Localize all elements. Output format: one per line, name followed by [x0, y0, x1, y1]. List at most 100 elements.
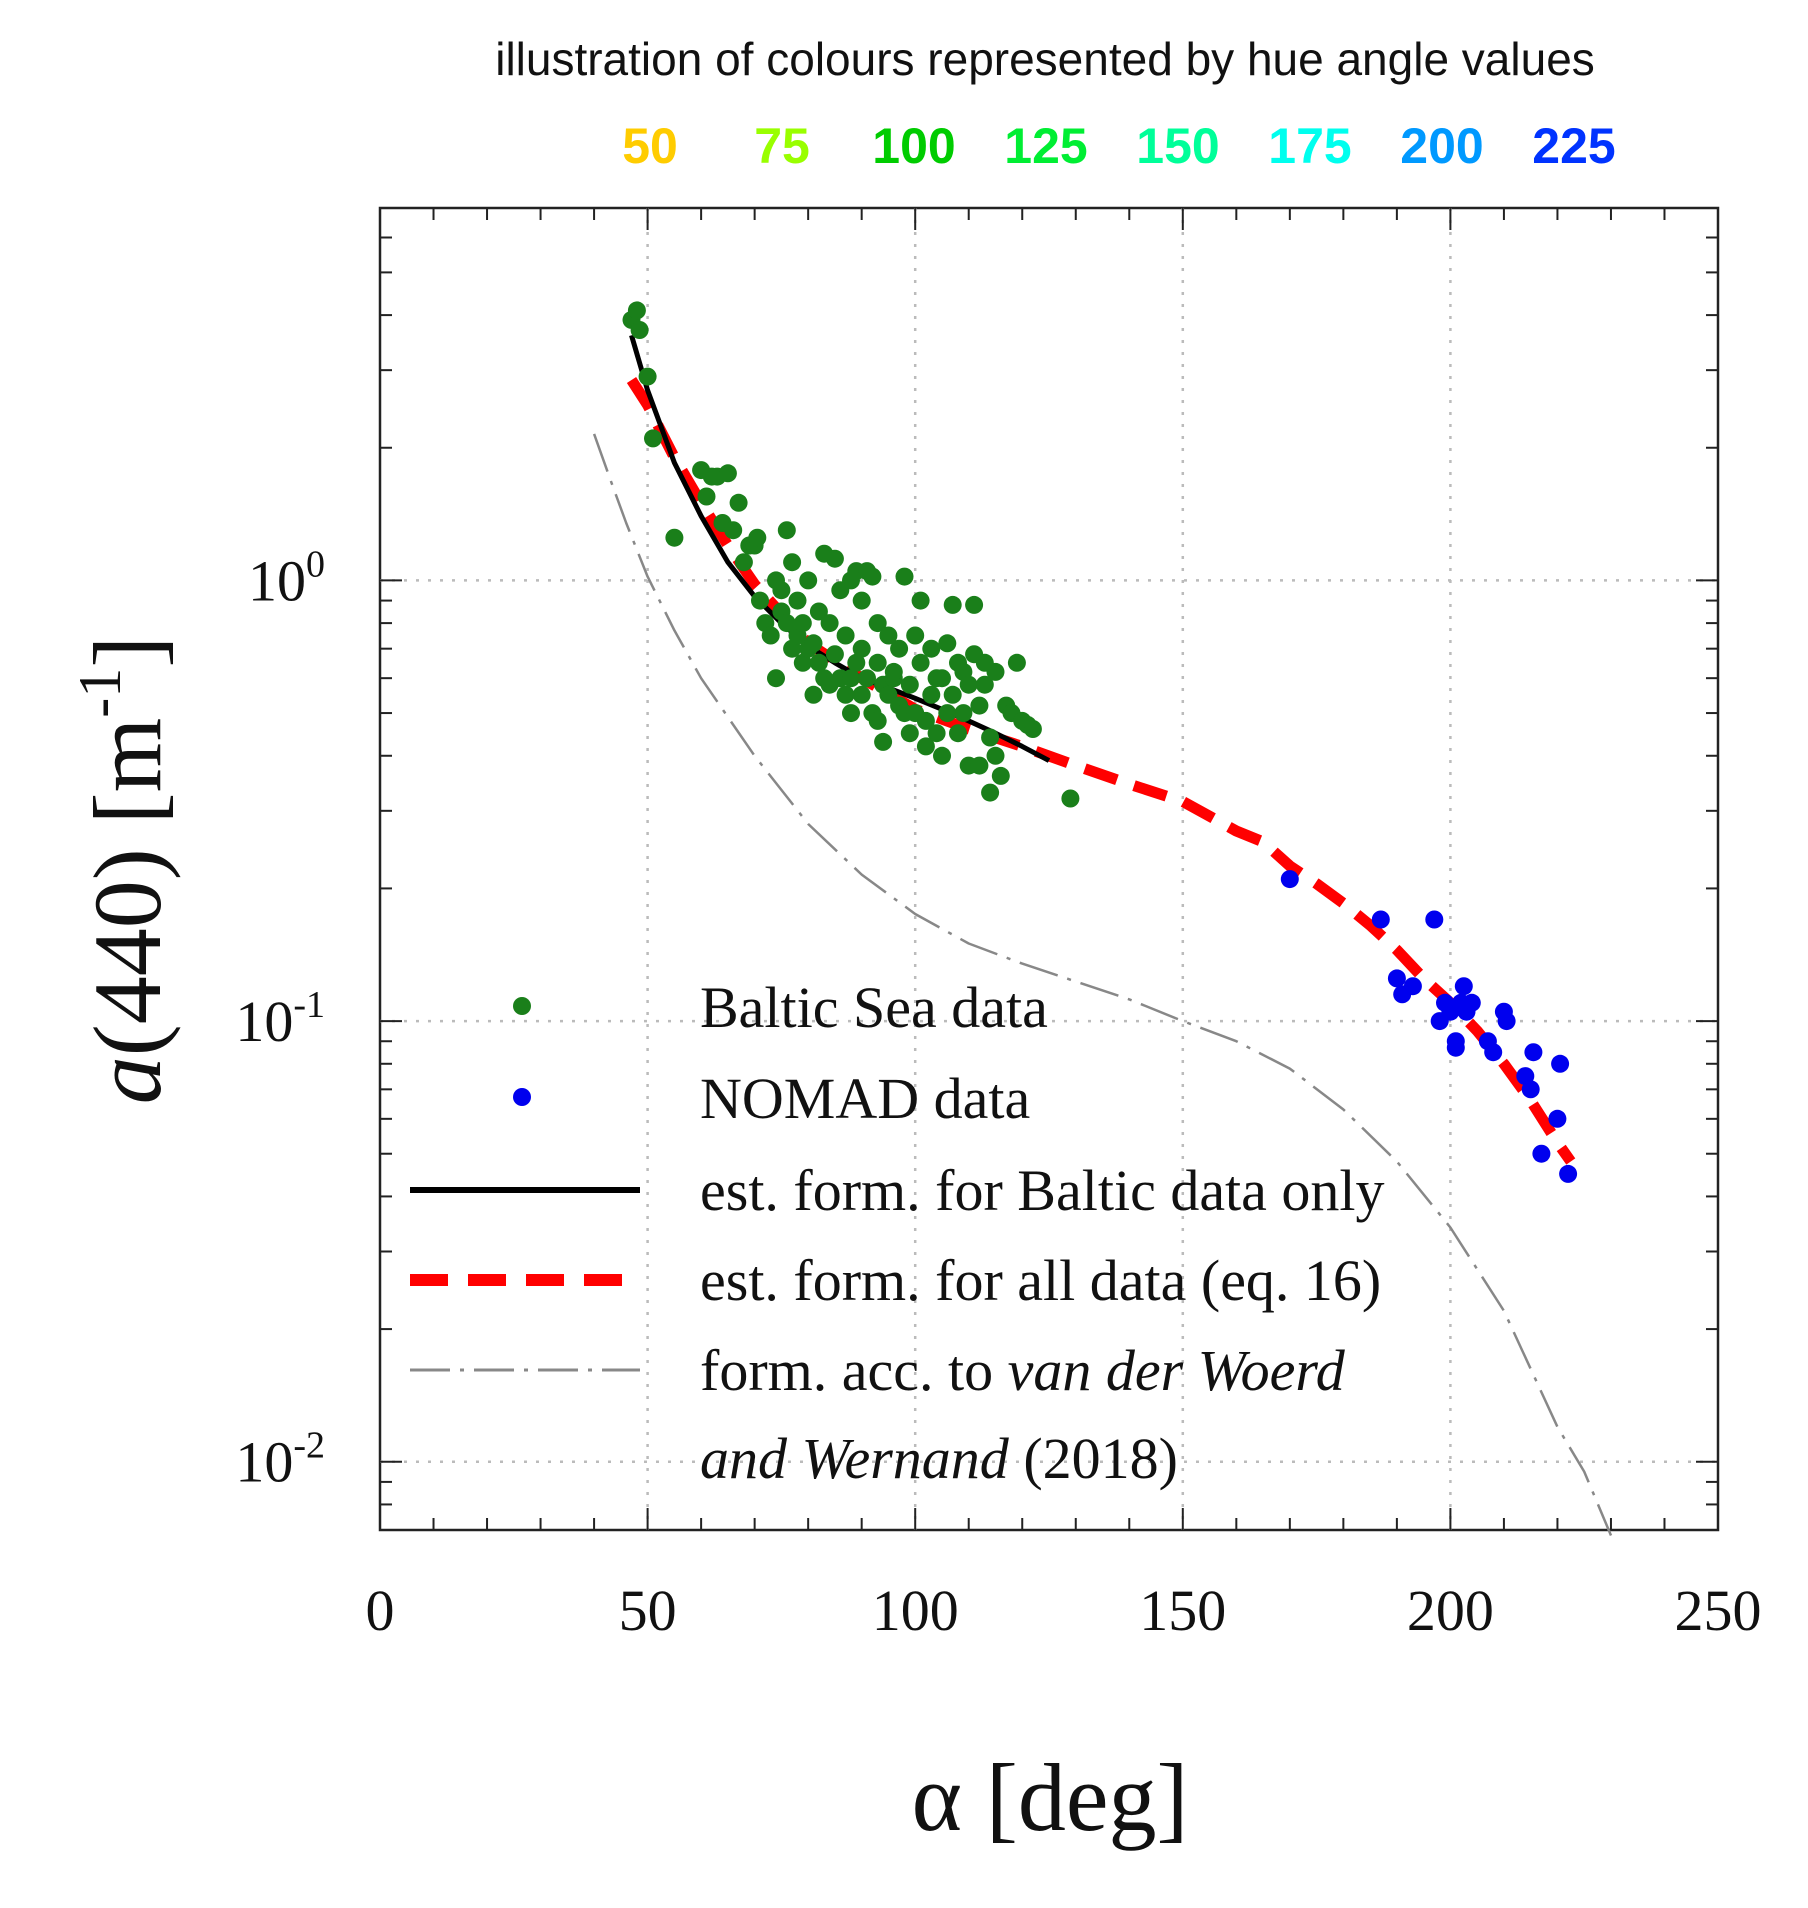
point-baltic-sea-data-2	[630, 321, 649, 339]
point-nomad-data-5	[1425, 910, 1444, 929]
point-baltic-sea-data-87	[933, 669, 951, 688]
point-baltic-sea-data-7	[697, 487, 716, 506]
point-baltic-sea-data-96	[959, 675, 978, 694]
point-baltic-sea-data-35	[804, 634, 823, 653]
point-baltic-sea-data-74	[900, 724, 919, 743]
y-tick-label-exponent: -2	[293, 1425, 325, 1467]
point-baltic-sea-data-98	[965, 595, 984, 614]
point-baltic-sea-data-47	[836, 685, 855, 704]
hue-label-50: 50	[622, 118, 678, 174]
curve-est-form-for-all-data-eq-16	[626, 377, 1576, 1165]
point-baltic-sea-data-34	[799, 571, 818, 590]
y-axis-label-sup: -1	[67, 668, 133, 718]
point-nomad-data-4	[1403, 977, 1422, 996]
point-baltic-sea-data-80	[916, 711, 935, 730]
legend-label-vdw-italic2: and Wernand	[700, 1426, 1010, 1491]
point-baltic-sea-data-51	[842, 704, 860, 723]
legend: Baltic Sea data NOMAD data est. form. fo…	[410, 975, 1385, 1491]
point-baltic-sea-data-37	[809, 653, 828, 672]
point-nomad-data-1	[1371, 910, 1390, 929]
y-tick-label-1: 10-1	[235, 984, 325, 1054]
point-baltic-sea-data-52	[847, 653, 866, 672]
y-tick-label-0: 100	[248, 543, 325, 613]
legend-label-baltic-formula: est. form. for Baltic data only	[700, 1158, 1385, 1223]
point-baltic-sea-data-57	[858, 669, 876, 688]
point-baltic-sea-data-79	[911, 591, 930, 610]
point-baltic-sea-data-49	[842, 669, 860, 688]
point-baltic-sea-data-21	[767, 669, 785, 688]
point-baltic-sea-data-18	[751, 591, 769, 610]
point-baltic-sea-data-44	[825, 645, 844, 664]
point-baltic-sea-data-13	[729, 493, 748, 512]
point-baltic-sea-data-31	[793, 653, 812, 672]
point-baltic-sea-data-62	[868, 653, 887, 672]
point-baltic-sea-data-30	[788, 591, 807, 610]
point-nomad-data-23	[1551, 1054, 1570, 1073]
point-nomad-data-20	[1524, 1043, 1543, 1062]
point-nomad-data-15	[1484, 1043, 1503, 1062]
plot-frame	[378, 206, 1720, 1532]
data-points	[622, 301, 1578, 1183]
legend-marker-nomad	[513, 1088, 531, 1106]
x-tick-label-100: 100	[872, 1578, 959, 1643]
point-nomad-data-0	[1280, 870, 1299, 889]
legend-label-vdw-formula: form. acc. to van der Woerd	[700, 1338, 1346, 1403]
hue-label-175: 175	[1268, 118, 1351, 174]
point-baltic-sea-data-5	[665, 528, 684, 547]
point-baltic-sea-data-48	[836, 626, 855, 645]
point-nomad-data-11	[1454, 977, 1473, 996]
point-baltic-sea-data-105	[981, 783, 1000, 802]
point-baltic-sea-data-23	[772, 581, 791, 600]
hue-label-100: 100	[872, 118, 955, 174]
point-baltic-sea-data-89	[938, 634, 957, 653]
curve-form-acc-to-van-der-woerd-and-wernand-2018	[592, 433, 1613, 1536]
legend-label-vdw-italic: van der Woerd	[1008, 1338, 1346, 1403]
point-baltic-sea-data-14	[734, 553, 753, 572]
point-baltic-sea-data-71	[890, 639, 909, 658]
point-nomad-data-21	[1532, 1144, 1551, 1163]
y-axis-label-end: ]	[74, 636, 181, 668]
point-baltic-sea-data-28	[783, 553, 802, 572]
point-baltic-sea-data-84	[927, 724, 946, 743]
point-nomad-data-2	[1387, 969, 1406, 988]
y-axis-label: a(440) [m-1]	[67, 636, 181, 1105]
point-baltic-sea-data-32	[793, 614, 812, 633]
x-tick-label-50: 50	[619, 1578, 677, 1643]
point-baltic-sea-data-36	[804, 685, 823, 704]
point-baltic-sea-data-66	[879, 626, 898, 645]
point-baltic-sea-data-92	[949, 724, 967, 743]
point-nomad-data-25	[1446, 1038, 1465, 1057]
legend-label-baltic: Baltic Sea data	[700, 975, 1048, 1040]
point-baltic-sea-data-61	[868, 711, 887, 730]
point-baltic-sea-data-59	[863, 567, 882, 586]
axis-ticks	[379, 207, 1719, 1531]
point-baltic-sea-data-82	[922, 639, 941, 658]
point-baltic-sea-data-3	[638, 367, 657, 386]
point-baltic-sea-data-104	[981, 728, 1000, 747]
legend-label-vdw-plain: form. acc. to	[700, 1338, 1008, 1403]
point-baltic-sea-data-69	[884, 662, 903, 681]
point-baltic-sea-data-72	[895, 567, 914, 586]
x-tick-label-250: 250	[1675, 1578, 1762, 1643]
point-baltic-sea-data-115	[1061, 789, 1080, 808]
legend-marker-baltic	[513, 997, 531, 1015]
hue-illustration-title: illustration of colours represented by h…	[495, 33, 1595, 85]
point-baltic-sea-data-17	[748, 528, 767, 547]
point-baltic-sea-data-54	[852, 639, 871, 658]
point-baltic-sea-data-91	[943, 595, 962, 614]
point-baltic-sea-data-26	[777, 614, 796, 633]
point-baltic-sea-data-65	[874, 732, 893, 751]
legend-label-vdw-plain2: (2018)	[1009, 1426, 1178, 1491]
hue-label-150: 150	[1136, 118, 1219, 174]
point-baltic-sea-data-11	[718, 464, 737, 483]
hue-label-225: 225	[1532, 118, 1615, 174]
y-tick-label-exponent: 0	[306, 543, 325, 585]
hue-label-125: 125	[1004, 118, 1087, 174]
x-tick-labels: 0 50 100 150 200 250	[366, 1578, 1762, 1643]
point-baltic-sea-data-103	[975, 675, 994, 694]
point-baltic-sea-data-101	[970, 756, 989, 775]
point-baltic-sea-data-100	[970, 696, 989, 715]
point-baltic-sea-data-88	[938, 704, 957, 723]
